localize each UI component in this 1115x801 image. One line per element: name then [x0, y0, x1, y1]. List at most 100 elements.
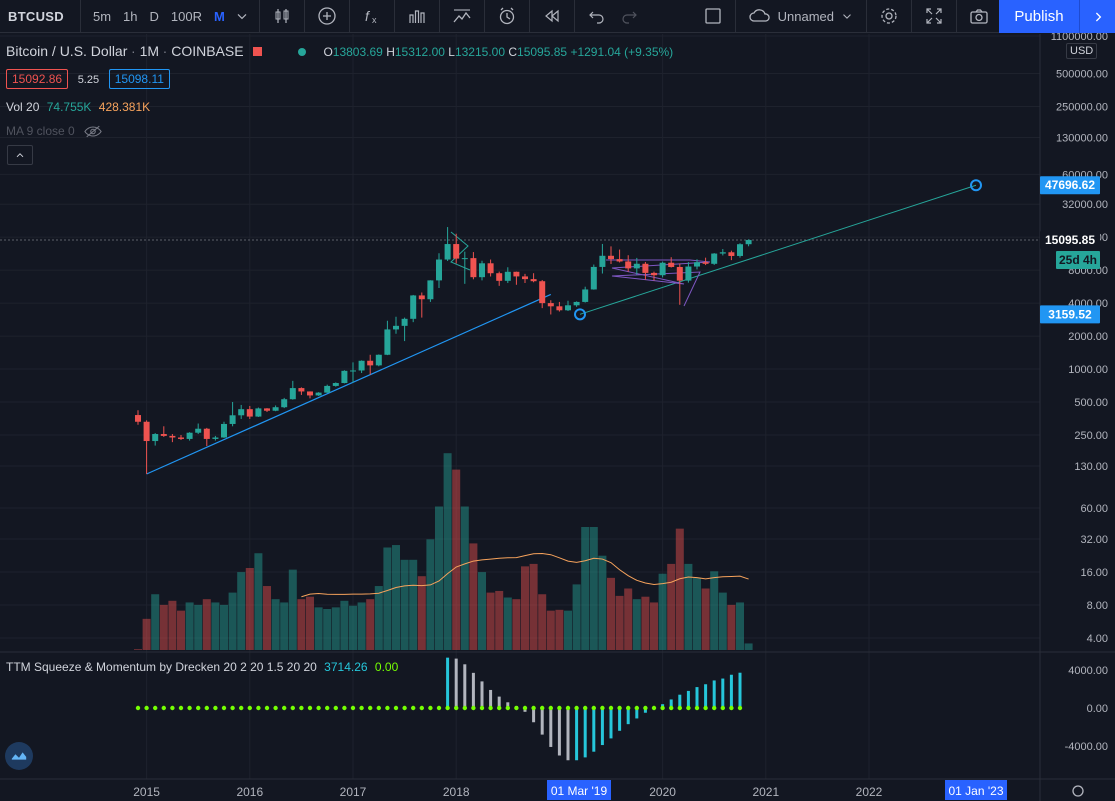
camera-icon[interactable]: [966, 3, 992, 29]
squeeze-dot: [402, 705, 407, 711]
volume-bar: [555, 609, 564, 650]
usd-currency-label[interactable]: USD: [1066, 43, 1098, 59]
interval-1h[interactable]: 1h: [123, 8, 138, 24]
interval-d[interactable]: D: [149, 8, 159, 24]
candle-body: [616, 259, 623, 262]
bid-price[interactable]: 15092.86: [6, 69, 69, 89]
chevron-down-icon: [843, 14, 851, 19]
momentum-bar: [695, 687, 699, 708]
momentum-bar: [506, 702, 510, 708]
squeeze-dot: [651, 705, 657, 711]
volume-bar: [400, 559, 409, 650]
toolbar-separator: [956, 0, 957, 33]
undo-icon[interactable]: [584, 3, 610, 29]
price-tick-label: 250.00: [1074, 430, 1108, 442]
volume-bar: [366, 599, 375, 650]
candle-body: [195, 428, 202, 433]
squeeze-dot: [290, 705, 295, 711]
toolbar-separator: [438, 0, 440, 33]
squeeze-dot: [643, 705, 648, 711]
publish-button[interactable]: Publish: [999, 0, 1079, 33]
toolbar-separator: [911, 0, 912, 33]
volume-bar: [443, 453, 452, 650]
publish-menu-button[interactable]: [1079, 0, 1115, 33]
low-price-badge: 3159.52: [1048, 307, 1092, 321]
eye-hidden-icon[interactable]: [84, 125, 102, 138]
volume-bar: [142, 618, 151, 650]
candle-body: [375, 354, 382, 366]
interval-label: 1M: [139, 43, 160, 59]
candle-body: [642, 263, 649, 273]
expand-icon[interactable]: [921, 3, 947, 29]
compare-add-icon[interactable]: [314, 3, 340, 29]
volume-bar: [521, 566, 529, 650]
candle-body: [367, 360, 374, 366]
replay-icon[interactable]: [539, 3, 565, 29]
volume-bar: [357, 602, 366, 650]
ttm-squeeze-value: 0.00: [374, 660, 399, 674]
squeeze-dot: [368, 705, 373, 711]
volume-bar: [727, 604, 736, 650]
candles-icon[interactable]: [269, 3, 295, 29]
legend-sep: ·: [131, 43, 140, 59]
interval-100r[interactable]: 100R: [170, 8, 202, 24]
candle-body: [264, 408, 270, 411]
volume-bar: [426, 539, 435, 650]
templates-icon[interactable]: [449, 3, 475, 29]
ttm-label: TTM Squeeze & Momentum by Drecken 20 2 2…: [6, 660, 317, 674]
time-tick-label: 2022: [856, 785, 883, 799]
volume-bar: [323, 609, 332, 650]
alert-clock-icon[interactable]: [494, 3, 520, 29]
squeeze-dot: [230, 705, 235, 711]
candle-body: [590, 266, 597, 290]
candle-body: [135, 415, 141, 422]
layout-menu[interactable]: Unnamed: [742, 8, 860, 24]
squeeze-dot: [565, 705, 571, 711]
squeeze-dot: [307, 705, 313, 711]
tradingview-logo[interactable]: [5, 742, 33, 770]
time-tick-label: 2017: [340, 785, 367, 799]
fullscreen-box-icon[interactable]: [700, 3, 726, 29]
volume-bar: [340, 600, 349, 650]
volume-bar: [383, 547, 392, 650]
collapse-legend-button[interactable]: [7, 145, 33, 165]
momentum-bar: [489, 689, 493, 708]
high-value: 15312.00: [394, 45, 445, 59]
price-tick-label: 32000.00: [1062, 199, 1108, 211]
volume-bar: [202, 599, 211, 650]
interval-m[interactable]: M: [213, 8, 225, 24]
volume-bar: [701, 588, 710, 650]
volume-bar: [650, 602, 658, 650]
volume-bar: [185, 602, 194, 650]
price-chart[interactable]: 1100000.00500000.00250000.00130000.00600…: [0, 33, 1115, 801]
financials-icon[interactable]: [404, 3, 430, 29]
redo-icon[interactable]: [616, 3, 642, 29]
symbol-search[interactable]: BTCUSD: [8, 8, 64, 24]
momentum-bar: [454, 658, 458, 708]
toolbar-separator: [483, 0, 485, 33]
volume-bar: [392, 545, 400, 650]
candle-body: [711, 253, 718, 264]
interval-5m[interactable]: 5m: [92, 8, 112, 24]
momentum-bar: [609, 708, 613, 739]
ask-price[interactable]: 15098.11: [108, 69, 170, 89]
squeeze-dot: [617, 705, 622, 711]
squeeze-dot: [342, 705, 347, 711]
gear-icon[interactable]: [876, 3, 902, 29]
candle-body: [315, 392, 322, 396]
momentum-bar: [635, 708, 639, 719]
candle-body: [633, 263, 640, 269]
flag-icon: [253, 47, 263, 56]
volume-bar: [658, 573, 667, 650]
candle-body: [522, 276, 528, 280]
chevron-right-icon: [1095, 12, 1101, 21]
chevron-down-icon[interactable]: [234, 3, 250, 29]
close-label: C: [508, 45, 518, 59]
momentum-bar: [480, 681, 484, 708]
volume-bar: [245, 568, 254, 650]
toolbar-separator: [348, 0, 350, 33]
squeeze-dot: [333, 705, 338, 711]
momentum-bar: [669, 699, 673, 708]
candle-body: [461, 258, 468, 260]
